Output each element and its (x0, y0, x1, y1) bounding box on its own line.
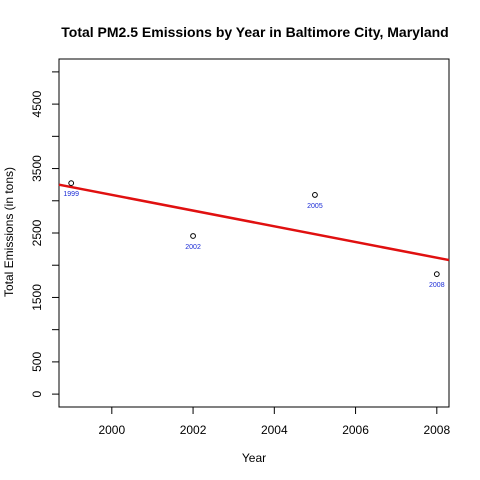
x-tick-label: 2004 (261, 423, 288, 437)
data-point-label: 2005 (307, 203, 323, 210)
y-tick-label: 1500 (30, 284, 44, 311)
chart-title: Total PM2.5 Emissions by Year in Baltimo… (61, 24, 448, 40)
data-point (433, 271, 440, 278)
data-point (190, 233, 196, 239)
trend-line-group (58, 183, 450, 262)
y-tick-label: 500 (30, 352, 44, 372)
x-axis: 2000 2002 2004 2006 2008 (98, 407, 450, 437)
x-tick-label: 2006 (342, 423, 369, 437)
plot-frame (58, 58, 450, 408)
y-axis-label: Total Emissions (in tons) (2, 167, 16, 297)
data-point-label: 2002 (185, 244, 201, 251)
data-point-label: 2008 (429, 282, 445, 289)
y-axis: 0 500 1500 2500 3500 4500 (30, 71, 59, 397)
x-axis-label: Year (242, 451, 266, 465)
x-tick-label: 2000 (98, 423, 125, 437)
y-tick-label: 3500 (30, 155, 44, 182)
y-tick-label: 2500 (30, 219, 44, 246)
data-points: 1999 2002 2005 2008 (63, 180, 445, 289)
y-tick-label: 0 (30, 390, 44, 397)
x-tick-label: 2008 (423, 423, 450, 437)
data-point (68, 180, 75, 187)
data-point-label: 1999 (63, 191, 79, 198)
trend-line (58, 183, 450, 262)
y-tick-label: 4500 (30, 90, 44, 117)
x-tick-label: 2002 (180, 423, 207, 437)
data-point (312, 192, 318, 198)
